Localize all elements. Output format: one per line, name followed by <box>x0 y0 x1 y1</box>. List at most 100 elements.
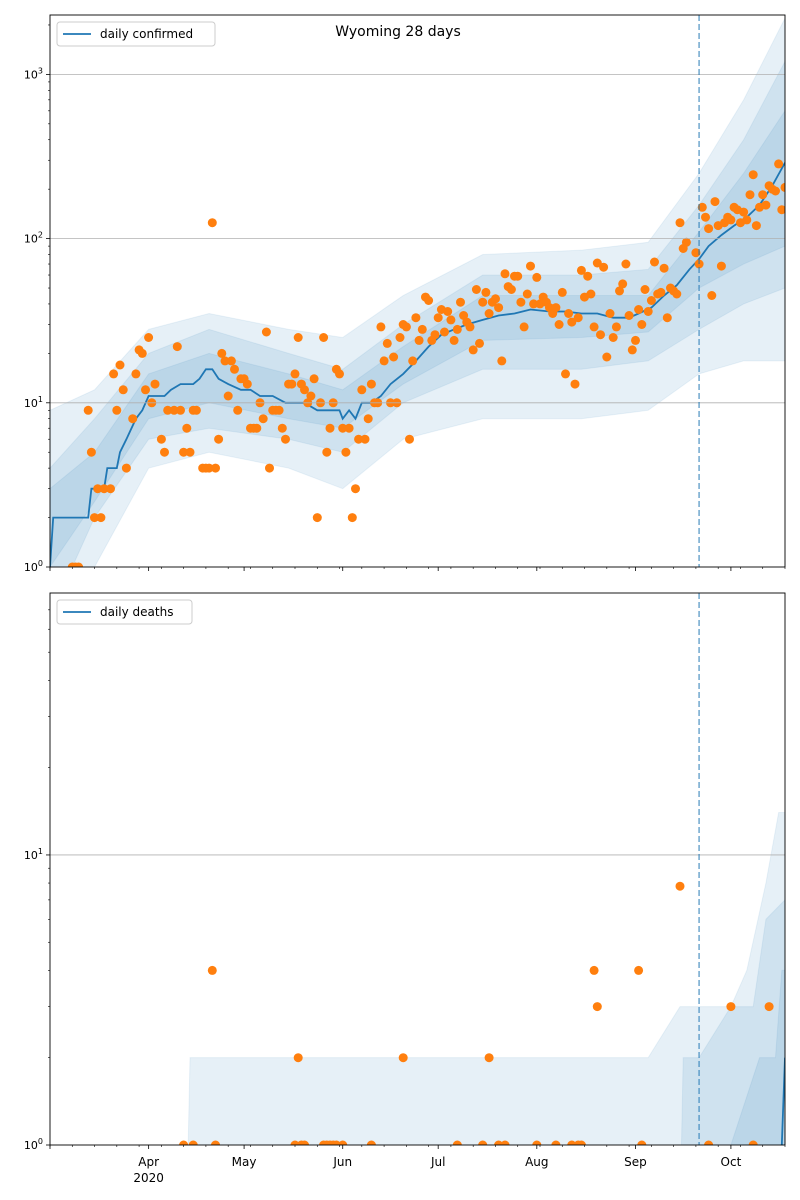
data-point <box>751 221 761 231</box>
data-point <box>526 261 535 271</box>
x-tick-label: Jun <box>332 1155 352 1169</box>
data-point <box>513 271 523 281</box>
data-point <box>306 391 316 401</box>
chart-title: Wyoming 28 days <box>335 24 461 40</box>
data-point <box>363 414 373 424</box>
data-point <box>554 320 564 329</box>
data-point <box>121 463 131 473</box>
data-point <box>576 265 586 275</box>
data-point <box>583 271 593 281</box>
data-point <box>659 263 669 273</box>
data-point <box>500 269 510 279</box>
data-point <box>176 405 185 415</box>
band-0 <box>50 17 785 567</box>
data-point <box>618 279 628 289</box>
data-point <box>637 320 647 329</box>
data-point <box>726 215 736 225</box>
data-point <box>211 1140 220 1145</box>
data-point <box>401 322 411 332</box>
data-point <box>748 170 758 180</box>
data-point <box>335 369 344 379</box>
data-point <box>341 447 351 457</box>
data-point <box>500 1140 510 1145</box>
data-point <box>481 287 491 297</box>
data-point <box>468 345 478 355</box>
data-point <box>408 356 418 366</box>
data-point <box>287 379 297 389</box>
data-point <box>567 317 577 327</box>
data-point <box>662 313 672 323</box>
data-point <box>484 1053 494 1063</box>
data-point <box>745 190 755 200</box>
legend: daily confirmed <box>56 21 216 47</box>
data-point <box>258 414 268 424</box>
data-point <box>497 356 507 366</box>
data-point <box>188 1140 198 1145</box>
data-point <box>417 324 427 334</box>
data-point <box>478 1140 488 1145</box>
data-point <box>398 1053 408 1063</box>
data-point <box>182 423 192 433</box>
data-point <box>281 434 290 444</box>
data-point <box>516 297 526 307</box>
data-point <box>758 190 768 200</box>
data-point <box>366 1140 376 1145</box>
data-point <box>532 1140 542 1145</box>
data-point <box>433 313 443 323</box>
axes-frame <box>49 14 786 568</box>
data-point <box>551 303 561 313</box>
data-point <box>220 356 230 366</box>
data-point <box>150 379 160 389</box>
data-point <box>179 447 189 457</box>
data-point <box>207 218 217 228</box>
data-point <box>456 297 465 307</box>
band-2 <box>730 969 785 1145</box>
x-tick-label: Aug <box>525 1155 548 1169</box>
data-point <box>608 333 618 342</box>
data-point <box>86 447 96 457</box>
data-point <box>144 333 154 342</box>
data-point <box>300 385 309 395</box>
data-point <box>115 360 125 370</box>
plot-area <box>50 17 785 567</box>
data-point <box>179 1140 189 1145</box>
data-point <box>226 356 236 366</box>
data-point <box>637 1140 647 1145</box>
data-point <box>242 379 252 389</box>
data-point <box>675 881 685 891</box>
data-point <box>484 309 494 318</box>
data-point <box>265 463 274 473</box>
data-point <box>532 272 542 282</box>
data-point <box>160 447 169 457</box>
data-point <box>322 447 332 457</box>
data-point <box>211 463 220 473</box>
x-tick-sublabel: 2020 <box>133 1171 164 1185</box>
data-point <box>672 289 682 299</box>
y-tick-label: 101 <box>24 395 43 410</box>
data-point <box>207 965 217 975</box>
data-point <box>586 289 596 299</box>
data-point <box>742 215 752 225</box>
x-tick-label: Apr <box>138 1155 159 1169</box>
data-point <box>440 327 449 337</box>
data-point <box>414 335 424 345</box>
data-point <box>761 200 771 210</box>
data-point <box>691 248 701 258</box>
data-point <box>128 414 138 424</box>
legend: daily deaths <box>56 599 193 625</box>
data-point <box>452 1140 462 1145</box>
data-point <box>529 299 539 309</box>
data-point <box>478 297 488 307</box>
data-point <box>681 237 691 247</box>
data-point <box>223 391 233 401</box>
confirmed-panel: 100 101 102 103 daily confirmed Wyoming 28 da… <box>24 14 786 574</box>
data-point <box>748 1140 758 1145</box>
plot-area <box>179 812 785 1145</box>
data-point <box>634 965 644 975</box>
legend-box <box>56 599 193 625</box>
data-point <box>99 484 109 494</box>
data-point <box>233 405 243 415</box>
axes-frame <box>49 592 786 1146</box>
data-point <box>131 369 141 379</box>
